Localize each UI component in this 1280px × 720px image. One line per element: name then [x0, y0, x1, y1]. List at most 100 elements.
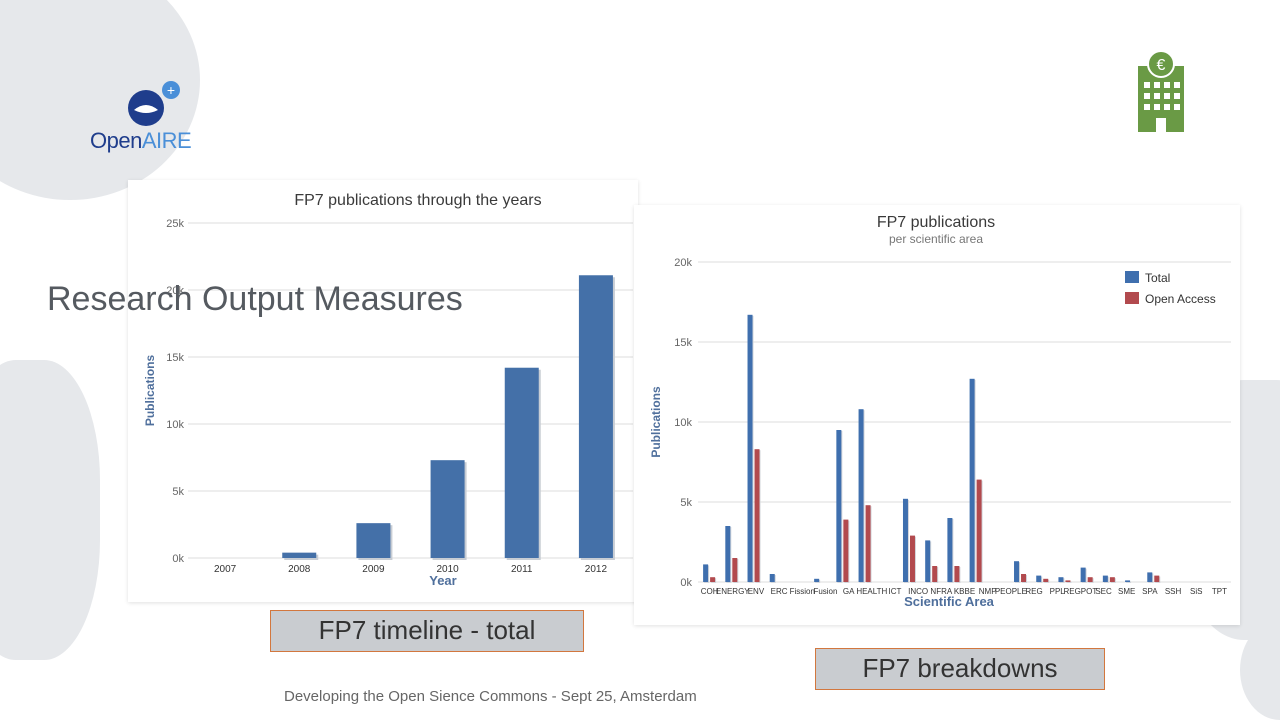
x-axis-label: Year	[429, 573, 456, 588]
legend-swatch-total	[1125, 271, 1139, 283]
bar-open-access-infra	[954, 566, 960, 582]
bar-shadow	[1126, 581, 1132, 583]
bar-open-access-kbbe	[976, 479, 982, 582]
x-tick-label: SiS	[1190, 587, 1202, 596]
caption-timeline-total: FP7 timeline - total	[270, 610, 584, 652]
y-tick-label: 10k	[166, 419, 184, 431]
bar-open-access-ppl	[1065, 580, 1071, 582]
bar-total-regpot	[1080, 567, 1086, 582]
bar-open-access-spa	[1154, 575, 1160, 582]
x-tick-label: GA	[843, 587, 855, 596]
x-tick-label: NFRA	[930, 587, 952, 596]
footer-text: Developing the Open Sience Commons - Sep…	[284, 688, 697, 705]
bar-open-access-energy	[732, 558, 738, 582]
bar-open-access-sec	[1109, 577, 1115, 582]
openaire-logo: +	[88, 80, 208, 160]
y-tick-label: 20k	[674, 257, 692, 269]
x-tick-label: SSH	[1165, 587, 1182, 596]
bar-total-reg	[1036, 575, 1042, 582]
bar-total-spa	[1147, 572, 1153, 582]
bar-open-access-ga	[843, 519, 849, 582]
background-shape	[0, 360, 100, 660]
y-tick-label: 25k	[166, 218, 184, 230]
x-tick-label: ERC	[771, 587, 788, 596]
x-tick-label: Fission	[790, 587, 815, 596]
bar-open-access-inco	[909, 535, 915, 582]
logo-text-open: Open	[90, 128, 142, 153]
y-tick-label: 20k	[166, 285, 184, 297]
bar-2012	[578, 275, 613, 558]
x-tick-label: ENV	[748, 587, 765, 596]
x-tick-label: INCO	[908, 587, 928, 596]
bar-total-kbbe	[969, 378, 975, 582]
bar-2008	[282, 552, 317, 558]
bar-open-access-health	[865, 505, 871, 582]
y-tick-label: 15k	[674, 337, 692, 349]
bar-total-erc	[769, 574, 775, 582]
euro-building-icon: €	[1134, 50, 1188, 134]
x-tick-label: REGPOT	[1063, 587, 1097, 596]
x-tick-label: NMP	[979, 587, 997, 596]
breakdown-chart-panel: FP7 publications per scientific area 0k 5k 1…	[634, 205, 1240, 625]
chart-title: FP7 publications	[877, 214, 995, 231]
bar-total-sme	[1125, 580, 1131, 582]
legend-swatch-open-access	[1125, 292, 1139, 304]
x-tick-label: HEALTH	[856, 587, 887, 596]
x-tick-label: REG	[1025, 587, 1042, 596]
bar-total-energy	[725, 526, 731, 582]
bar-total-health	[858, 409, 864, 582]
bar-open-access-coh	[710, 577, 716, 582]
x-tick-label: SEC	[1095, 587, 1112, 596]
x-tick-label: 2009	[362, 564, 385, 575]
x-tick-label: 2007	[214, 564, 237, 575]
legend-label-total: Total	[1145, 271, 1170, 285]
x-tick-label: ICT	[889, 587, 902, 596]
chart-title: FP7 publications through the years	[294, 192, 541, 209]
bar-open-access-nmp	[932, 566, 938, 582]
logo-wordmark: OpenAIRE	[90, 128, 192, 154]
bar-total-people	[1014, 561, 1020, 582]
bar-open-access-env	[754, 449, 760, 582]
y-tick-label: 5k	[680, 497, 692, 509]
y-tick-label: 15k	[166, 352, 184, 364]
bar-total-ga	[836, 430, 842, 582]
y-axis-label: Publications	[649, 386, 663, 458]
x-tick-label: COH	[701, 587, 719, 596]
timeline-chart: FP7 publications through the years 0k 5k 10…	[143, 192, 633, 588]
bar-2010	[430, 460, 465, 558]
x-tick-label: PEOPLE	[995, 587, 1027, 596]
y-tick-label: 5k	[172, 486, 184, 498]
x-tick-label: 2012	[585, 564, 608, 575]
x-tick-label: 2010	[436, 564, 459, 575]
bar-total-inco	[902, 498, 908, 582]
bar-total-ppl	[1058, 577, 1064, 582]
x-tick-label: KBBE	[954, 587, 975, 596]
bar-total-infra	[947, 518, 953, 582]
bar-total-nmp	[925, 540, 931, 582]
bar-total-sec	[1102, 575, 1108, 582]
chart-subtitle: per scientific area	[889, 232, 983, 246]
x-axis-label: Scientific Area	[904, 594, 995, 609]
legend-label-open-access: Open Access	[1145, 292, 1216, 306]
bar-open-access-people	[1021, 574, 1027, 582]
bar-open-access-reg	[1043, 578, 1049, 582]
y-tick-label: 0k	[172, 553, 184, 565]
bar-2011	[504, 367, 539, 558]
x-tick-label: TPT	[1212, 587, 1227, 596]
y-tick-label: 0k	[680, 577, 692, 589]
x-tick-label: SPA	[1142, 587, 1158, 596]
bar-2009	[356, 523, 391, 558]
x-tick-label: Fusion	[813, 587, 837, 596]
logo-plus: +	[167, 82, 175, 98]
bar-total-env	[747, 314, 753, 582]
logo-text-aire: AIRE	[141, 128, 192, 153]
slide-title: Research Output Measures	[47, 280, 463, 318]
x-tick-label: SME	[1118, 587, 1135, 596]
y-tick-label: 10k	[674, 417, 692, 429]
bar-open-access-regpot	[1087, 577, 1093, 582]
timeline-chart-panel: FP7 publications through the years 0k 5k 10…	[128, 180, 638, 602]
svg-text:€: €	[1157, 57, 1166, 74]
x-tick-label: ENERGY	[716, 587, 750, 596]
x-tick-label: 2011	[511, 564, 533, 575]
